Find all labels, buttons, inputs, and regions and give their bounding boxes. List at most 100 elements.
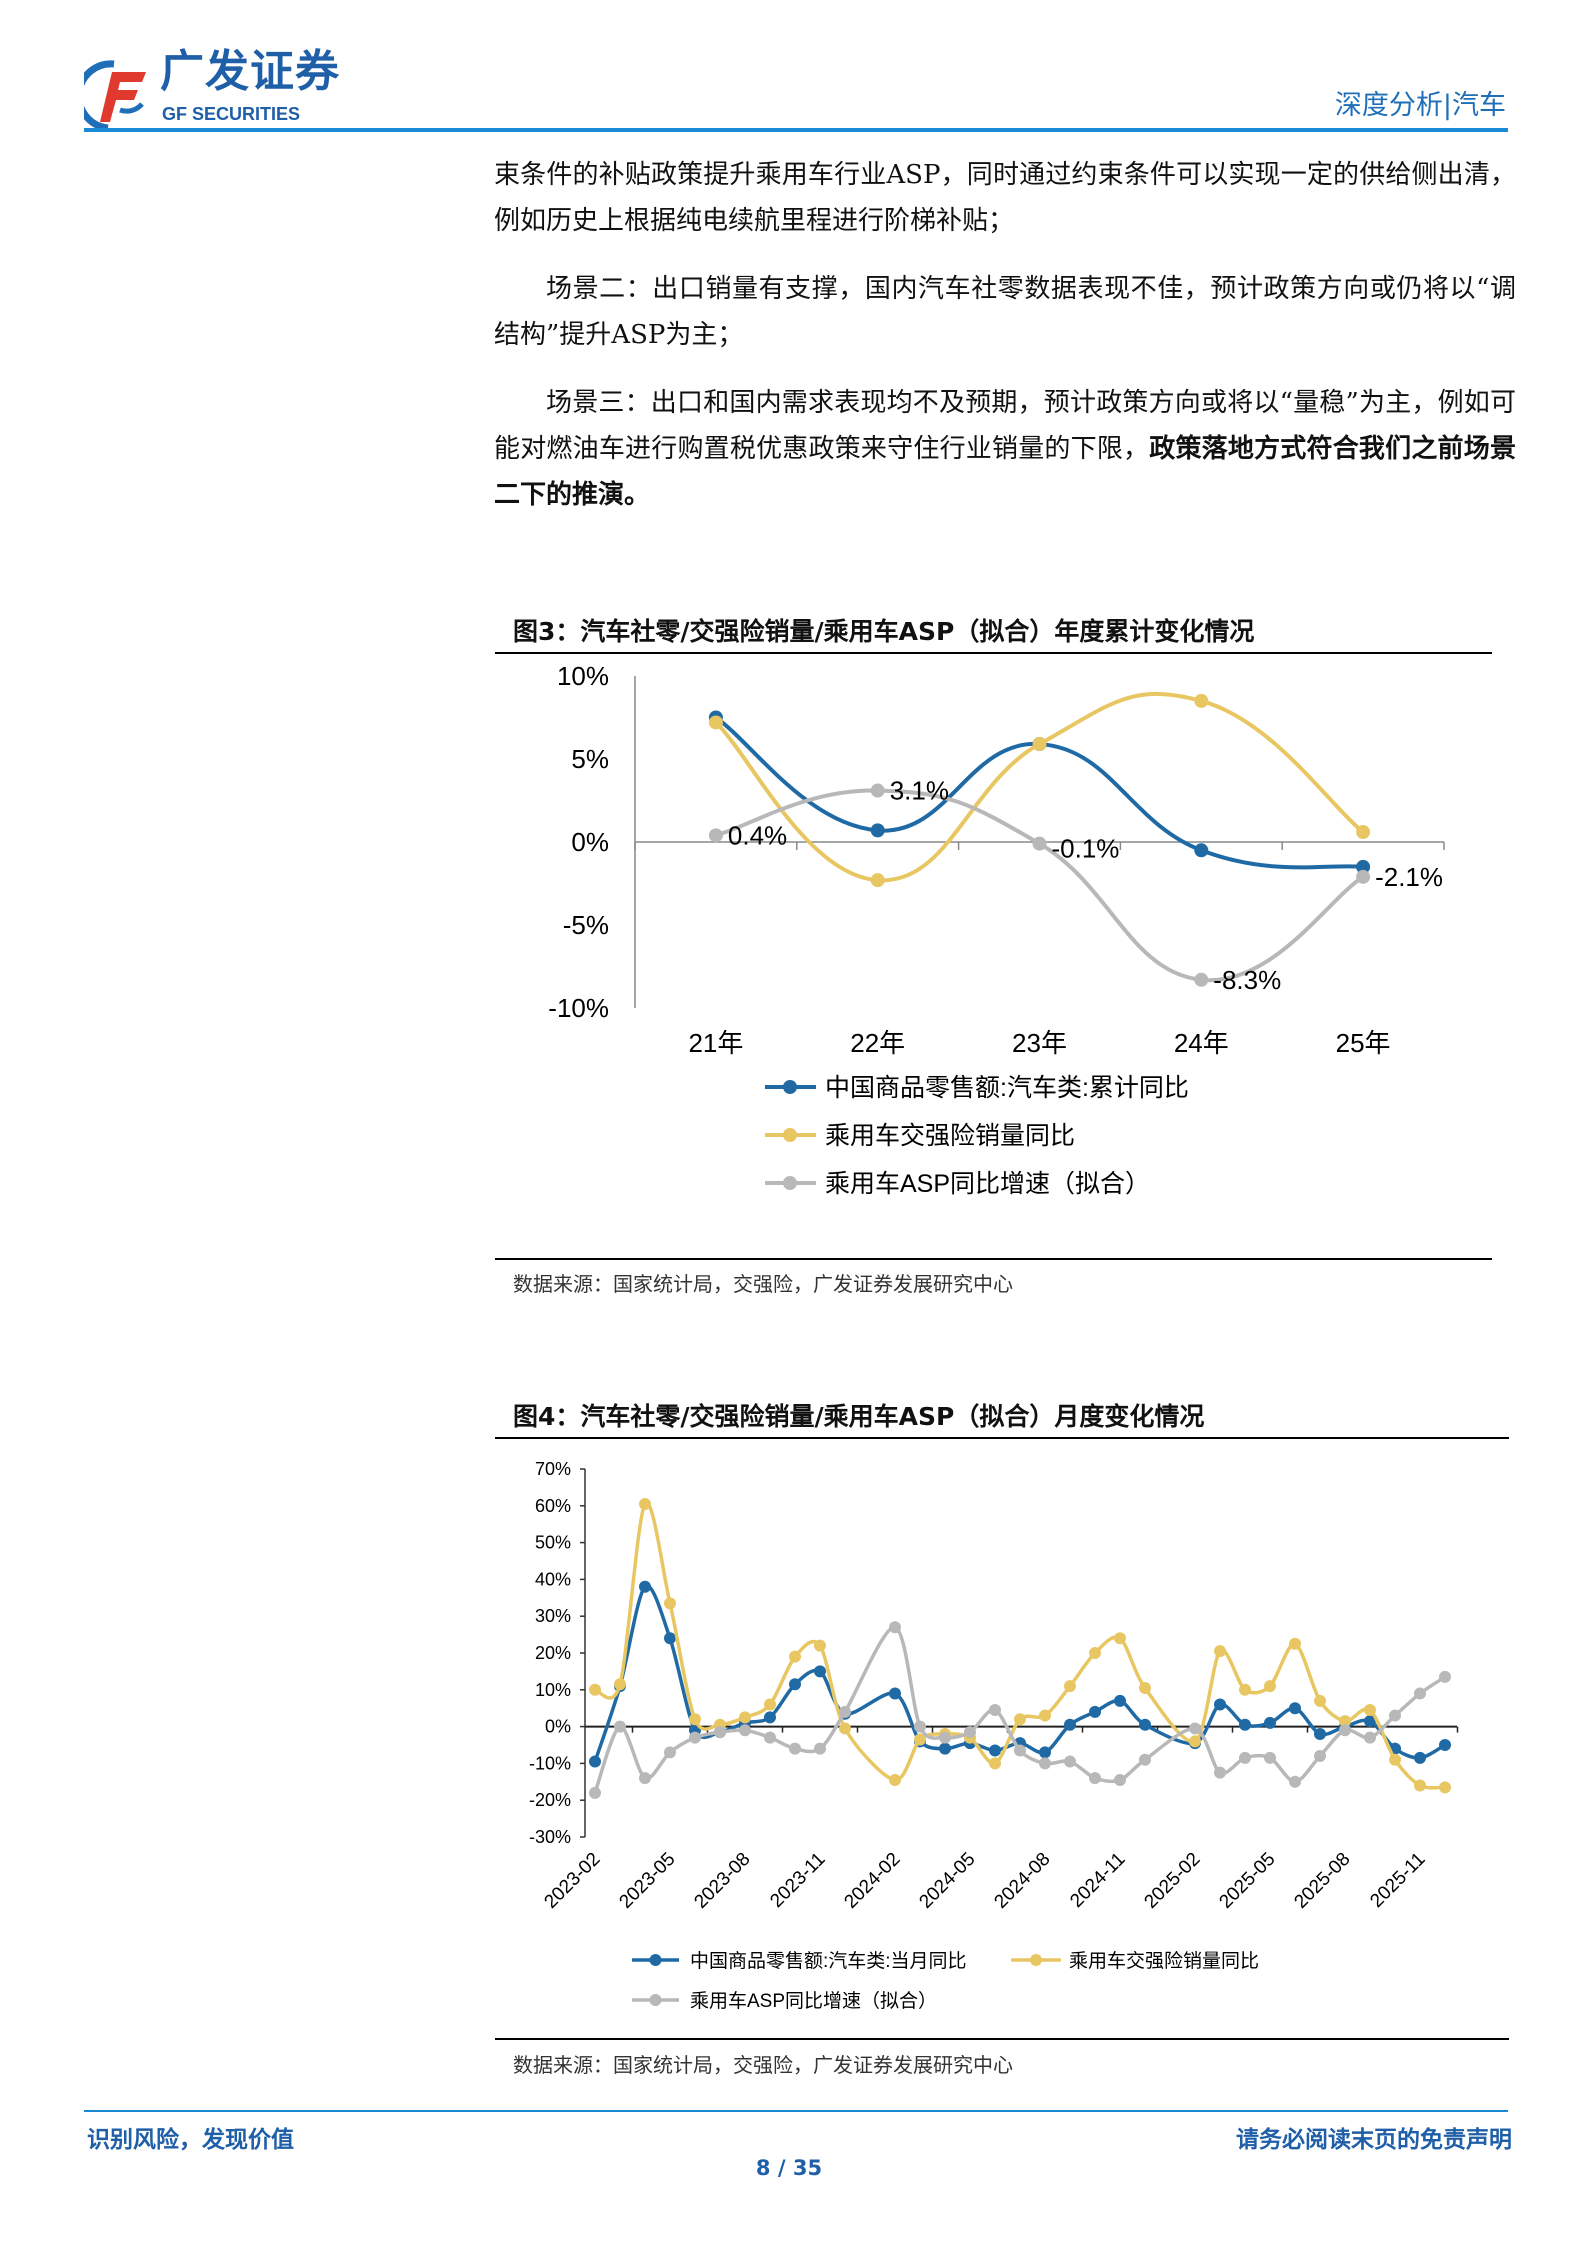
data-label: -0.1% — [1052, 834, 1120, 864]
data-point — [814, 1639, 826, 1652]
data-point — [764, 1711, 776, 1724]
data-point — [1439, 1739, 1451, 1751]
data-point — [1339, 1715, 1351, 1728]
data-point — [1139, 1753, 1151, 1766]
legend-label: 乘用车交强险销量同比 — [825, 1122, 1075, 1150]
data-point — [1356, 869, 1371, 884]
data-point — [1064, 1718, 1076, 1731]
legend-marker — [649, 1954, 662, 1966]
x-tick-label: 23年 — [1012, 1028, 1067, 1058]
data-point — [914, 1733, 926, 1746]
data-point — [789, 1742, 801, 1755]
data-point — [914, 1720, 926, 1733]
x-tick-label: 21年 — [688, 1028, 743, 1058]
y-tick-label: 30% — [535, 1606, 571, 1626]
x-tick-label: 2023-11 — [766, 1849, 829, 1912]
data-point — [614, 1678, 626, 1691]
section-label: 深度分析|汽车 — [1334, 90, 1506, 121]
x-tick-label: 22年 — [850, 1028, 905, 1058]
data-label: -8.3% — [1213, 965, 1281, 995]
data-point — [1194, 693, 1209, 708]
data-point — [964, 1726, 976, 1739]
x-tick-label: 2025-02 — [1140, 1849, 1204, 1913]
x-tick-label: 2024-02 — [840, 1849, 904, 1913]
data-point — [839, 1722, 851, 1735]
x-tick-label: 2023-05 — [615, 1849, 679, 1913]
data-point — [1139, 1681, 1151, 1694]
data-point — [739, 1724, 751, 1737]
header-divider — [84, 128, 1508, 132]
series-line — [715, 788, 1365, 983]
figure-4-chart: 70%60%50%40%30%20%10%0%-10%-20%-30%2023-… — [529, 1459, 1459, 2012]
footer-disclaimer-link[interactable]: 请务必阅读末页的免责声明 — [1236, 2127, 1512, 2153]
data-point — [1414, 1779, 1426, 1792]
legend-marker — [783, 1080, 797, 1094]
data-point — [1114, 1694, 1126, 1707]
figure-3-top-rule — [495, 652, 1492, 654]
data-point — [1032, 737, 1047, 752]
data-point — [1089, 1772, 1101, 1785]
data-point — [1089, 1647, 1101, 1659]
data-point — [789, 1678, 801, 1691]
data-point — [639, 1772, 651, 1785]
data-point — [1114, 1632, 1126, 1645]
data-point — [1239, 1718, 1251, 1731]
data-point — [1364, 1704, 1376, 1717]
x-tick-label: 24年 — [1174, 1028, 1229, 1058]
data-point — [764, 1698, 776, 1711]
y-tick-label: -5% — [563, 910, 609, 940]
paragraph-3: 场景三：出口和国内需求表现均不及预期，预计政策方向或将以“量稳”为主，例如可能对… — [494, 380, 1516, 518]
data-point — [708, 828, 723, 843]
data-point — [870, 823, 885, 838]
data-label: 3.1% — [890, 776, 949, 806]
data-point — [1289, 1637, 1301, 1650]
data-point — [1414, 1751, 1426, 1764]
data-point — [1364, 1731, 1376, 1744]
data-point — [689, 1731, 701, 1744]
data-point — [989, 1757, 1001, 1770]
data-point — [764, 1731, 776, 1744]
data-point — [989, 1744, 1001, 1757]
data-label: -2.1% — [1375, 862, 1443, 892]
data-point — [939, 1742, 951, 1755]
series-line — [593, 1625, 1446, 1794]
data-point — [1289, 1702, 1301, 1715]
data-point — [1339, 1724, 1351, 1737]
data-point — [589, 1755, 601, 1768]
y-tick-label: 0% — [545, 1717, 571, 1737]
y-tick-label: -10% — [529, 1753, 571, 1773]
figure-4-title: 图4：汽车社零/交强险销量/乘用车ASP（拟合）月度变化情况 — [513, 1402, 1205, 1431]
x-tick-label: 25年 — [1336, 1028, 1391, 1058]
data-point — [1194, 843, 1209, 858]
data-point — [614, 1720, 626, 1733]
data-point — [814, 1665, 826, 1678]
data-point — [639, 1497, 651, 1510]
data-point — [889, 1621, 901, 1634]
y-tick-label: -30% — [529, 1827, 571, 1847]
x-tick-label: 2023-08 — [690, 1849, 754, 1913]
data-point — [789, 1650, 801, 1663]
x-tick-label: 2024-05 — [915, 1849, 979, 1913]
data-point — [1264, 1751, 1276, 1764]
data-point — [1439, 1670, 1451, 1683]
footer-slogan: 识别风险，发现价值 — [87, 2127, 294, 2153]
data-point — [1356, 859, 1371, 874]
data-point — [1289, 1775, 1301, 1788]
gf-logo-icon — [84, 60, 146, 132]
data-point — [739, 1711, 751, 1724]
data-point — [814, 1742, 826, 1755]
data-point — [1039, 1709, 1051, 1722]
data-point — [1039, 1746, 1051, 1759]
y-tick-label: 0% — [571, 827, 609, 857]
figure-3-chart: 10% 5% 0% -5% -10% 21年 22年 23年 24年 25年中国商品零售额:汽车类… — [548, 661, 1445, 1198]
data-point — [889, 1687, 901, 1700]
page-number: 8 / 35 — [755, 2156, 823, 2180]
data-point — [1214, 1766, 1226, 1779]
y-tick-label: 50% — [535, 1533, 571, 1553]
logo-subtext: GF SECURITIES — [162, 104, 301, 124]
data-point — [1439, 1781, 1451, 1794]
data-point — [1039, 1757, 1051, 1770]
x-tick-label: 2025-11 — [1366, 1849, 1429, 1912]
data-point — [1239, 1683, 1251, 1696]
data-point — [1064, 1680, 1076, 1693]
